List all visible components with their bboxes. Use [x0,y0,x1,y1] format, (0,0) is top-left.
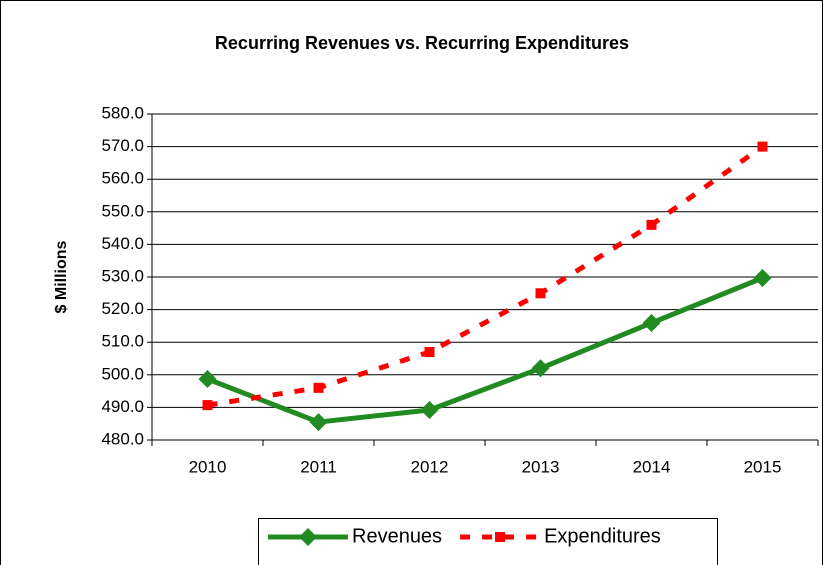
x-tick-label: 2012 [411,457,449,476]
x-tick-label: 2010 [189,457,227,476]
x-tick-label: 2013 [522,457,560,476]
data-point [424,346,435,357]
data-point [202,400,213,411]
legend-label: Revenues [352,525,442,547]
y-tick-label: 580.0 [101,103,144,122]
y-tick-label: 540.0 [101,234,144,253]
legend-box [258,518,718,565]
x-tick-label: 2011 [300,457,337,476]
y-tick-label: 550.0 [101,201,144,220]
legend-marker [495,532,506,542]
data-point [420,401,439,420]
data-point [535,288,546,299]
data-point [757,141,768,152]
legend-marker [299,528,317,546]
data-point [198,370,217,389]
y-tick-label: 530.0 [101,266,144,285]
y-tick-label: 490.0 [101,397,144,416]
y-tick-label: 500.0 [101,364,144,383]
series-line [207,144,764,408]
y-tick-label: 520.0 [101,299,144,318]
x-tick-label: 2014 [633,457,671,476]
x-tick-label: 2015 [744,457,782,476]
legend-label: Expenditures [544,525,661,547]
data-point [642,313,661,332]
y-axis-label: $ Millions [53,240,70,313]
series-line [206,275,764,425]
y-tick-label: 480.0 [101,429,144,448]
data-point [313,382,324,393]
data-point [646,219,657,230]
y-tick-label: 510.0 [101,332,144,351]
y-tick-label: 570.0 [101,136,144,155]
data-point [531,359,550,378]
data-point [753,268,772,287]
y-tick-label: 560.0 [101,169,144,188]
chart-title: Recurring Revenues vs. Recurring Expendi… [215,33,629,53]
data-point [309,413,328,432]
